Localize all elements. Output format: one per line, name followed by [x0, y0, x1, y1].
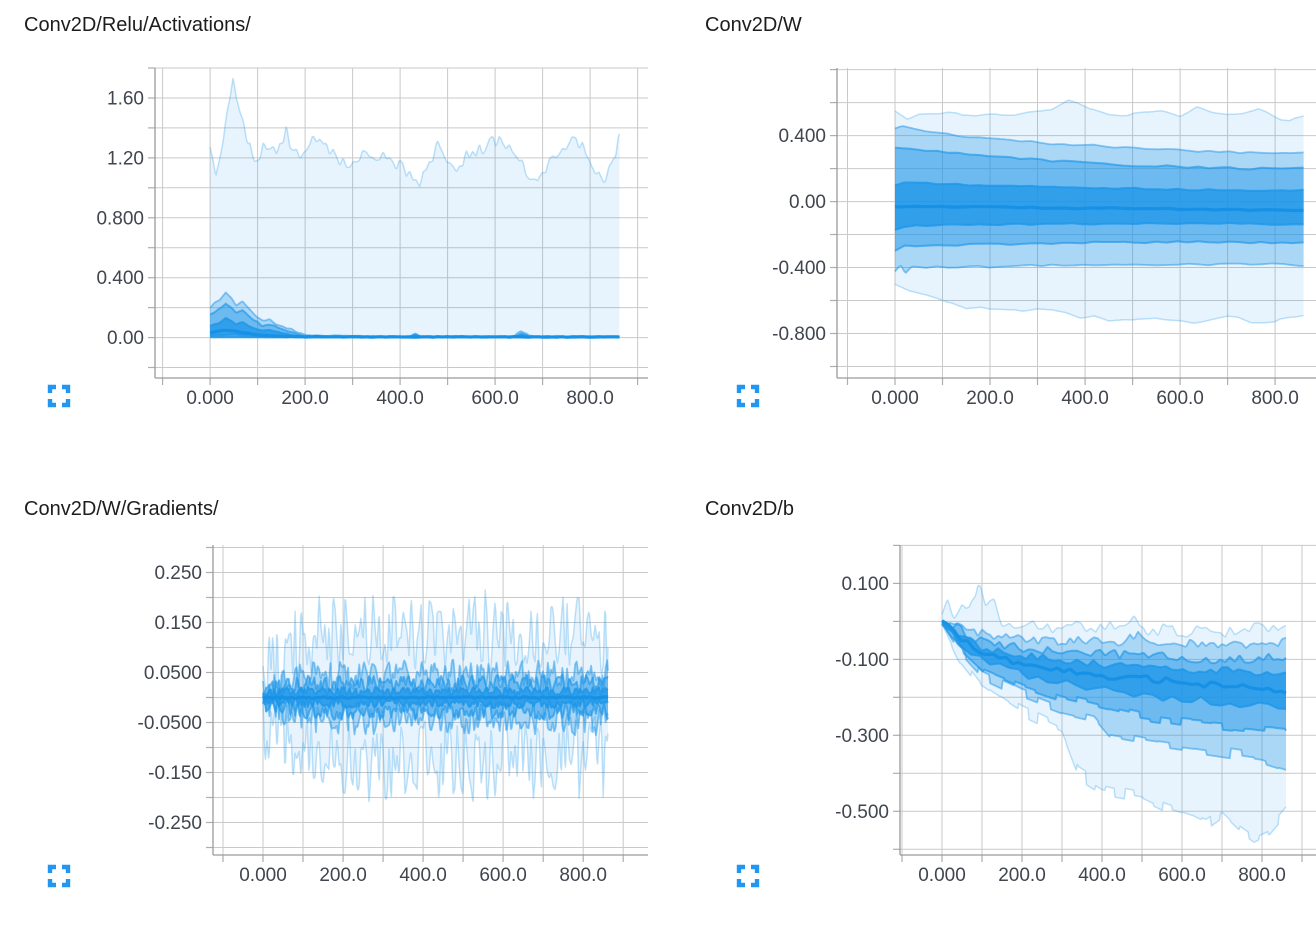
svg-text:400.0: 400.0: [1078, 865, 1126, 886]
svg-text:0.800: 0.800: [96, 208, 144, 229]
expand-icon: [736, 864, 760, 888]
svg-text:-0.500: -0.500: [835, 802, 889, 823]
distribution-chart[interactable]: 0.400 0.00 -0.400 -0.800 0.000 200.0 400.0 600.…: [658, 0, 1316, 464]
svg-text:0.400: 0.400: [96, 268, 144, 289]
svg-text:0.000: 0.000: [871, 388, 919, 409]
svg-text:1.60: 1.60: [107, 89, 144, 110]
expand-icon: [47, 864, 71, 888]
chart-panel-weights: Conv2D/W 0.400 0.00 -0.400 -0.800 0.000 200.0…: [658, 0, 1316, 464]
svg-text:200.0: 200.0: [998, 865, 1046, 886]
svg-text:400.0: 400.0: [399, 865, 447, 886]
svg-text:-0.100: -0.100: [835, 650, 889, 671]
svg-text:-0.300: -0.300: [835, 726, 889, 747]
svg-text:-0.800: -0.800: [772, 324, 826, 345]
chart-panel-activations: Conv2D/Relu/Activations/ 1.60 1.20 0.800 0.…: [0, 0, 658, 464]
svg-text:-0.0500: -0.0500: [138, 713, 202, 734]
expand-icon: [47, 384, 71, 408]
svg-text:0.150: 0.150: [154, 613, 202, 634]
svg-text:800.0: 800.0: [566, 388, 614, 409]
svg-text:800.0: 800.0: [559, 865, 607, 886]
expand-chart-button[interactable]: [735, 383, 761, 409]
svg-text:-0.400: -0.400: [772, 258, 826, 279]
svg-text:800.0: 800.0: [1251, 388, 1299, 409]
svg-text:600.0: 600.0: [471, 388, 519, 409]
svg-text:600.0: 600.0: [1158, 865, 1206, 886]
svg-text:0.00: 0.00: [789, 192, 826, 213]
distribution-chart[interactable]: 0.250 0.150 0.0500 -0.0500 -0.150 -0.250 0.000…: [0, 464, 658, 928]
chart-panel-bias: Conv2D/b 0.100 -0.100 -0.300 -0.500 0.000 200…: [658, 464, 1316, 928]
expand-chart-button[interactable]: [46, 863, 72, 889]
svg-text:600.0: 600.0: [1156, 388, 1204, 409]
svg-text:0.0500: 0.0500: [144, 663, 202, 684]
distribution-chart[interactable]: 1.60 1.20 0.800 0.400 0.00 0.000 200.0 400.0 600…: [0, 0, 658, 464]
chart-title: Conv2D/b: [705, 498, 794, 520]
svg-text:400.0: 400.0: [1061, 388, 1109, 409]
chart-title: Conv2D/W/Gradients/: [24, 498, 219, 520]
expand-chart-button[interactable]: [46, 383, 72, 409]
svg-text:0.000: 0.000: [918, 865, 966, 886]
expand-chart-button[interactable]: [735, 863, 761, 889]
svg-text:-0.250: -0.250: [148, 813, 202, 834]
svg-text:400.0: 400.0: [376, 388, 424, 409]
svg-text:200.0: 200.0: [281, 388, 329, 409]
svg-text:600.0: 600.0: [479, 865, 527, 886]
svg-text:-0.150: -0.150: [148, 763, 202, 784]
svg-text:0.250: 0.250: [154, 563, 202, 584]
svg-text:0.000: 0.000: [186, 388, 234, 409]
svg-text:200.0: 200.0: [966, 388, 1014, 409]
chart-panel-gradients: Conv2D/W/Gradients/ 0.250 0.150 0.0500 -0.0…: [0, 464, 658, 928]
svg-text:200.0: 200.0: [319, 865, 367, 886]
distribution-chart[interactable]: 0.100 -0.100 -0.300 -0.500 0.000 200.0 400.0 60…: [658, 464, 1316, 928]
svg-text:0.000: 0.000: [239, 865, 287, 886]
svg-text:0.400: 0.400: [778, 126, 826, 147]
chart-title: Conv2D/Relu/Activations/: [24, 14, 251, 36]
svg-text:0.00: 0.00: [107, 328, 144, 349]
svg-text:0.100: 0.100: [841, 574, 889, 595]
expand-icon: [736, 384, 760, 408]
svg-text:1.20: 1.20: [107, 148, 144, 169]
chart-title: Conv2D/W: [705, 14, 802, 36]
svg-text:800.0: 800.0: [1238, 865, 1286, 886]
